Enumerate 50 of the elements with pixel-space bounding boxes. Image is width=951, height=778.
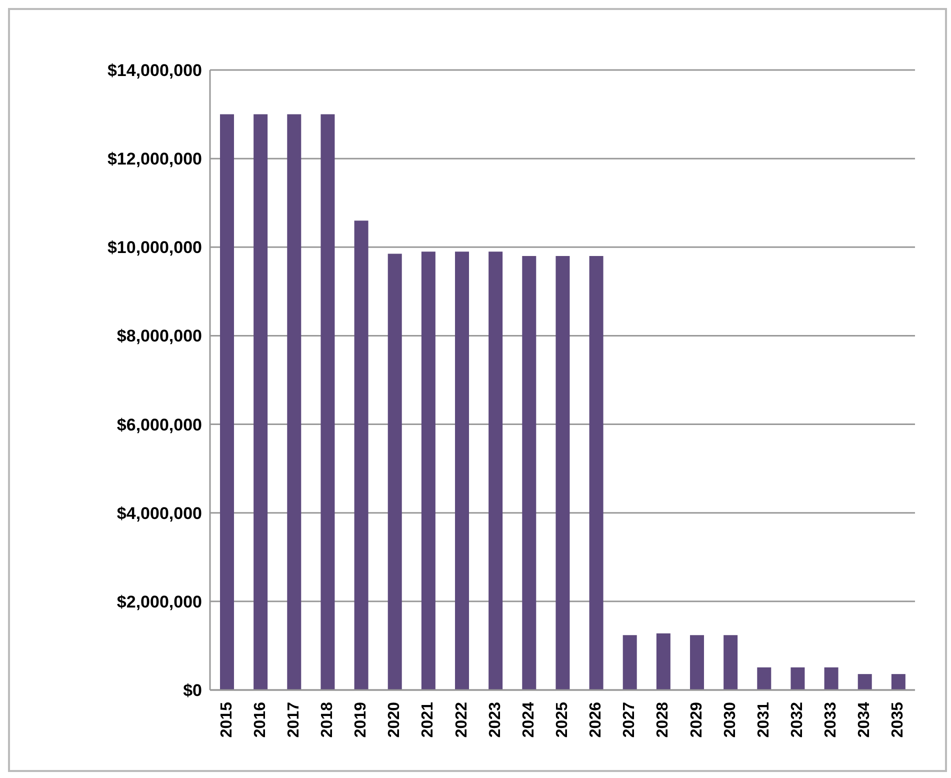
bar [488, 252, 503, 690]
x-tick-label: 2025 [554, 702, 571, 738]
bar [254, 114, 268, 690]
y-tick-label: $4,000,000 [116, 504, 202, 523]
bar [589, 256, 604, 690]
y-tick-label: $8,000,000 [116, 326, 202, 346]
x-tick-label: 2029 [688, 702, 706, 738]
x-tick-label: 2024 [520, 702, 538, 738]
x-tick-label: 2020 [386, 702, 404, 738]
x-tick-label: 2033 [822, 702, 840, 738]
bar [824, 667, 838, 690]
bar [522, 256, 536, 690]
bar [556, 256, 570, 690]
x-tick-label: 2032 [789, 702, 806, 738]
x-tick-label: 2022 [453, 702, 470, 738]
bar [354, 220, 368, 690]
bar [388, 254, 402, 690]
x-tick-label: 2026 [588, 702, 605, 738]
bar [724, 635, 738, 690]
bar [858, 674, 872, 690]
x-tick-label: 2030 [722, 702, 739, 738]
y-tick-label: $12,000,000 [107, 150, 202, 169]
bar [622, 635, 637, 690]
x-tick-label: 2031 [755, 702, 772, 738]
bar [656, 633, 670, 690]
x-tick-label: 2017 [285, 702, 302, 738]
bar [287, 114, 302, 690]
bar [757, 667, 772, 690]
x-tick-label: 2023 [486, 702, 504, 738]
x-tick-label: 2016 [252, 702, 269, 738]
x-tick-label: 2015 [218, 702, 236, 738]
y-tick-label: $10,000,000 [107, 238, 202, 258]
y-tick-label: $6,000,000 [116, 415, 202, 434]
y-tick-label: $0 [183, 681, 202, 700]
x-tick-label: 2028 [654, 702, 672, 738]
bar [220, 114, 234, 690]
x-tick-label: 2021 [420, 702, 437, 738]
bar [455, 252, 469, 690]
bar [891, 674, 906, 690]
bar [690, 635, 704, 690]
bar [320, 114, 335, 690]
bar [421, 252, 436, 690]
x-tick-label: 2035 [890, 702, 907, 738]
y-tick-label: $14,000,000 [107, 61, 202, 80]
bar [790, 667, 805, 690]
y-tick-label: $2,000,000 [116, 592, 202, 612]
x-tick-label: 2034 [856, 702, 874, 738]
x-tick-label: 2019 [352, 702, 370, 738]
x-tick-label: 2018 [319, 702, 336, 738]
x-tick-label: 2027 [621, 702, 638, 738]
